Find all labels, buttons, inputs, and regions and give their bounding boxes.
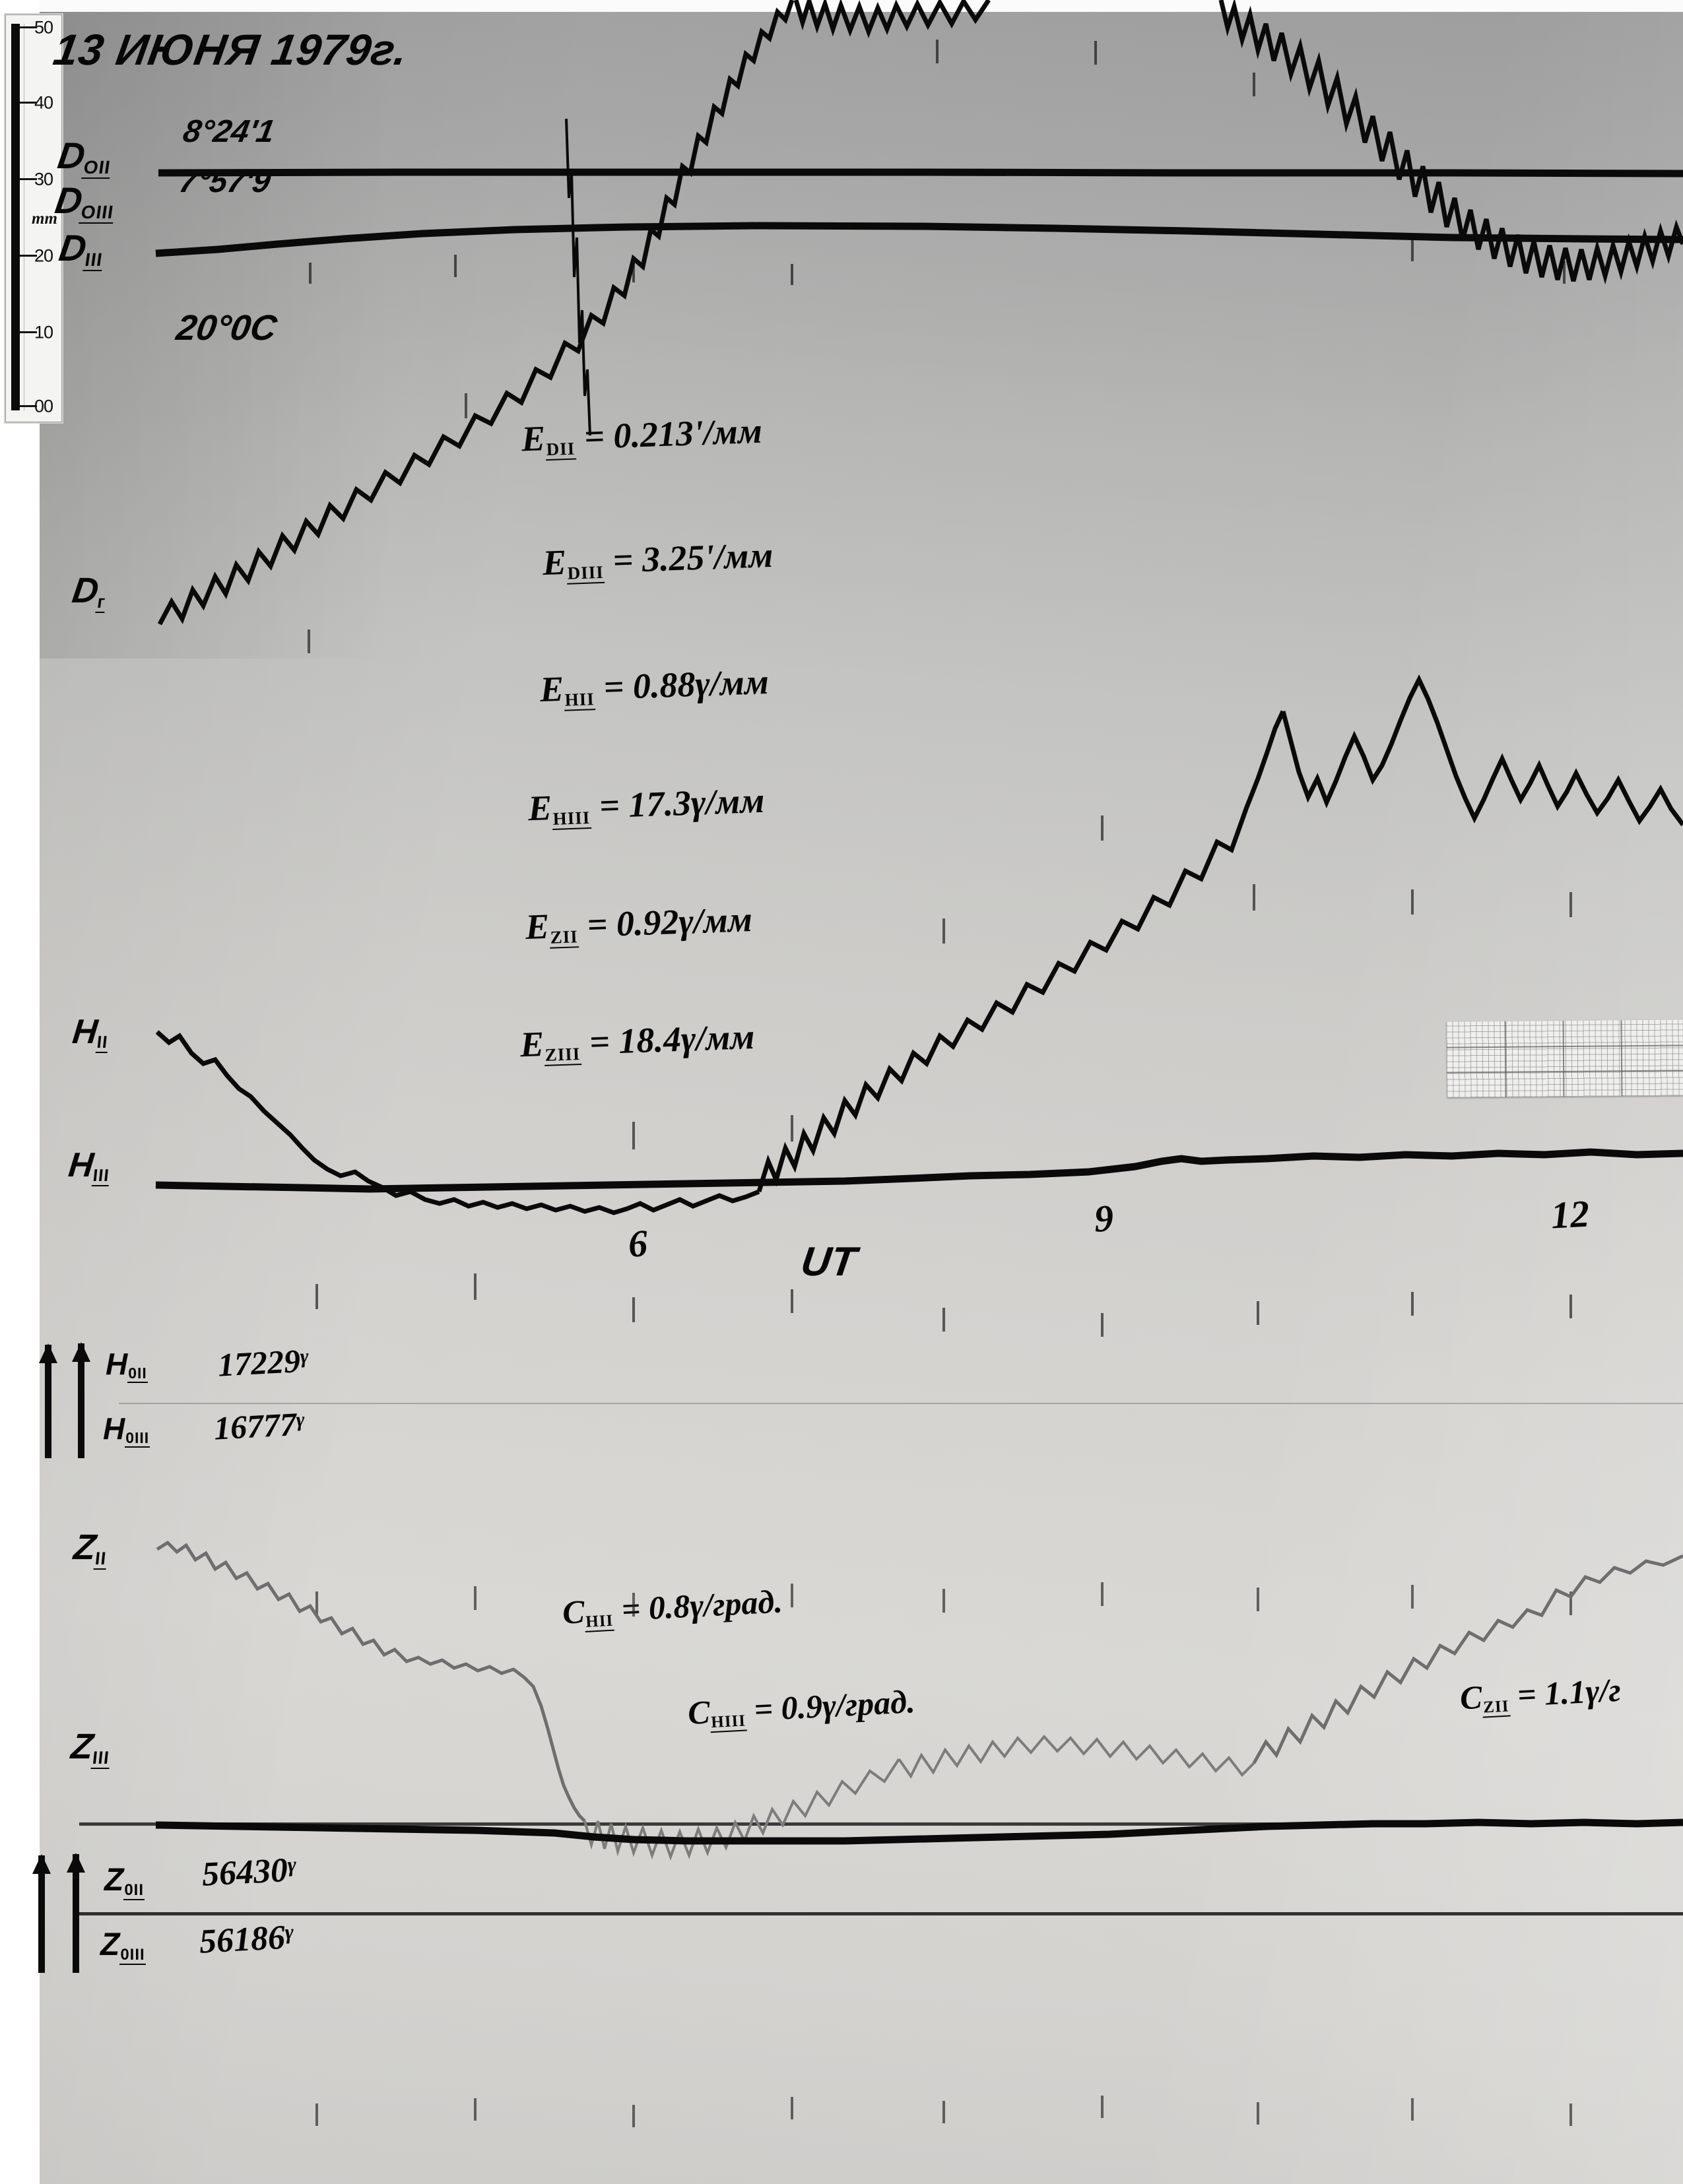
label-z0ii-sub: 0II [123, 1880, 145, 1900]
label-h0ii-symbol: H [106, 1347, 128, 1381]
trace-dg-descent [1218, 0, 1683, 285]
tick-row-bottom [315, 1582, 1572, 2127]
trace-dg-upper [793, 0, 991, 38]
scale-unit-label: mm [32, 210, 57, 228]
section-rule-h0 [119, 1403, 1683, 1404]
scale-label-00: 00 [34, 396, 53, 416]
label-h0iii: H0III [103, 1411, 150, 1448]
scale-label-50: 50 [34, 17, 53, 38]
scale-tick-30 [20, 178, 37, 180]
trace-hii-max [1280, 674, 1683, 827]
scale-tick-00 [20, 405, 37, 407]
trace-hiii-baseline [155, 1148, 1683, 1193]
trace-hii [155, 1030, 760, 1215]
label-z0iii-symbol: Z [100, 1927, 120, 1962]
label-z0iii-sub: 0III [119, 1945, 146, 1965]
trace-d-oii-baseline [158, 168, 1683, 177]
section-rule-z0 [79, 1912, 1683, 1915]
trace-zii-minimum [583, 1758, 900, 1861]
trace-hii-rise [756, 710, 1286, 1193]
scale-black-bar [11, 24, 20, 410]
tick-row-mid [308, 393, 1572, 1149]
label-h0iii-symbol: H [103, 1411, 125, 1446]
scale-label-10: 10 [34, 322, 53, 342]
scale-tick-10 [20, 331, 37, 333]
scale-tick-20 [20, 255, 37, 257]
tick-row-upper [309, 40, 1566, 285]
label-h0ii-sub: 0II [127, 1365, 148, 1384]
arrow-h0-left [39, 1343, 57, 1458]
arrow-z0-left [32, 1854, 51, 1973]
scale-label-30: 30 [34, 169, 53, 189]
trace-dg [157, 0, 795, 626]
label-h0ii: H0II [106, 1347, 148, 1384]
trace-zii-plateau [898, 1734, 1255, 1779]
scale-tick-40 [20, 102, 37, 104]
label-z0ii-symbol: Z [104, 1863, 124, 1898]
scale-label-20: 20 [34, 245, 53, 266]
scale-label-40: 40 [34, 92, 53, 113]
trace-d-oiii-baseline [155, 222, 1683, 257]
arrow-z0-right [67, 1853, 85, 1973]
trace-zii-rise [1252, 1554, 1683, 1764]
section-rule-zbase [79, 1822, 1683, 1826]
trace-d-spike [565, 118, 591, 436]
scale-tick-50 [20, 26, 37, 28]
trace-zii [156, 1540, 586, 1822]
label-z0iii: Z0III [100, 1927, 146, 1965]
tick-row-lower [315, 1273, 1572, 1337]
arrow-h0-right [72, 1342, 90, 1458]
label-z0ii: Z0II [104, 1863, 145, 1900]
mm-scale-strip: 50 40 30 mm 20 10 00 [4, 13, 63, 424]
trace-ziii-baseline [155, 1818, 1683, 1845]
label-h0iii-sub: 0III [125, 1429, 150, 1448]
